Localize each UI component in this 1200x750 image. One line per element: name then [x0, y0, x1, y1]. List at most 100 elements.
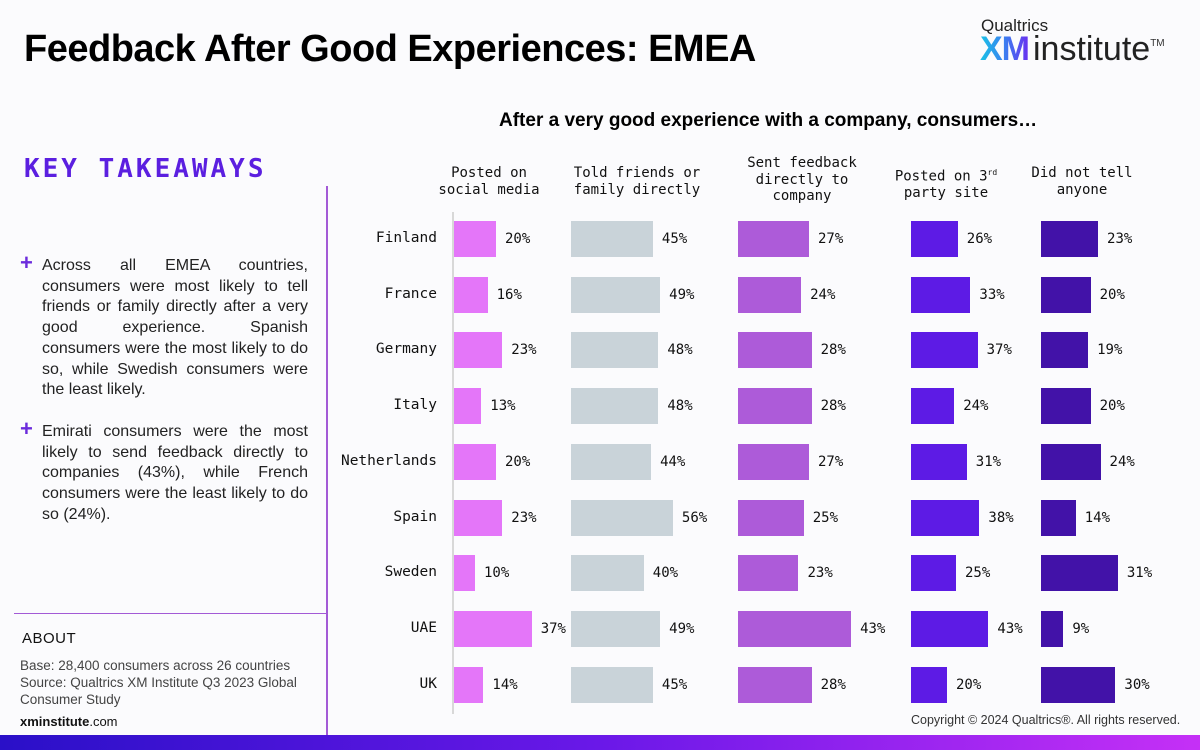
- bar: [911, 443, 967, 480]
- chart-title: After a very good experience with a comp…: [499, 110, 1038, 131]
- data-label: 25%: [812, 509, 839, 526]
- category-label: Italy: [393, 397, 437, 414]
- data-label: 20%: [505, 453, 531, 470]
- bar: [571, 666, 653, 703]
- key-takeaways-heading: KEY TAKEAWAYS: [24, 154, 267, 184]
- category-label: Spain: [393, 508, 437, 525]
- data-label: 37%: [986, 342, 1012, 359]
- plus-icon: +: [20, 416, 33, 441]
- data-label: 38%: [988, 509, 1014, 526]
- data-label: 10%: [484, 565, 510, 582]
- bar: [911, 221, 958, 257]
- data-label: 23%: [511, 342, 537, 359]
- data-label: 44%: [660, 453, 686, 470]
- data-label: 20%: [956, 676, 982, 693]
- data-label: 33%: [979, 286, 1005, 303]
- data-label: 20%: [1099, 398, 1125, 415]
- bar: [911, 499, 980, 536]
- bar: [738, 276, 802, 313]
- data-label: 37%: [540, 620, 566, 637]
- takeaway-text: Across all EMEA countries, consumers wer…: [42, 257, 308, 399]
- bar: [738, 666, 812, 703]
- bar: [454, 610, 532, 647]
- column-header: Told friends or family directly: [573, 165, 701, 198]
- bar: [454, 276, 488, 313]
- bar: [738, 221, 809, 257]
- bar: [454, 443, 496, 480]
- data-label: 16%: [496, 286, 522, 303]
- data-label: 27%: [818, 231, 844, 247]
- logo-qualtrics-text: Qualtrics: [981, 16, 1049, 35]
- chart-axis-line: [452, 212, 454, 714]
- data-label: 49%: [669, 286, 695, 303]
- data-label: 28%: [820, 398, 846, 415]
- bar: [454, 221, 496, 257]
- takeaway-item: + Emirati consumers were the most likely…: [20, 416, 308, 526]
- site-link-tld: .com: [89, 714, 118, 729]
- column-header: Did not tell anyone: [1031, 165, 1133, 198]
- data-label: 25%: [965, 565, 991, 582]
- bar: [1041, 610, 1064, 647]
- bar: [571, 610, 661, 647]
- bar: [1041, 555, 1118, 592]
- bar: [571, 499, 673, 536]
- bar: [571, 276, 661, 313]
- bar: [738, 388, 812, 425]
- horizontal-divider: [14, 613, 326, 614]
- data-label: 27%: [818, 453, 844, 470]
- data-label: 14%: [1084, 509, 1111, 526]
- data-label: 56%: [681, 509, 708, 526]
- data-label: 13%: [490, 398, 516, 415]
- bar: [911, 388, 955, 425]
- data-label: 20%: [505, 231, 531, 247]
- bar: [738, 499, 804, 536]
- data-label: 26%: [966, 231, 993, 247]
- category-label: Germany: [375, 341, 437, 358]
- copyright-text: Copyright © 2024 Qualtrics®. All rights …: [911, 713, 1181, 727]
- xm-institute-logo: Qualtrics XM instituteTM: [980, 16, 1165, 69]
- data-label: 24%: [1109, 453, 1135, 470]
- logo-tm-mark: TM: [1150, 38, 1165, 49]
- data-label: 23%: [1107, 231, 1133, 247]
- plus-icon: +: [20, 250, 33, 275]
- category-label: Finland: [375, 230, 437, 246]
- bar: [571, 221, 653, 257]
- data-label: 19%: [1097, 342, 1123, 359]
- column-header: Posted on social media: [438, 165, 540, 198]
- bar: [738, 332, 812, 369]
- bar: [1041, 666, 1116, 703]
- bar: [1041, 499, 1076, 536]
- site-link-bold: xminstitute: [20, 714, 90, 729]
- bar: [1041, 388, 1091, 425]
- logo-xm-text: XM: [980, 30, 1030, 68]
- data-label: 14%: [492, 676, 518, 693]
- bar: [454, 332, 503, 369]
- category-label: UK: [419, 675, 437, 692]
- about-heading: ABOUT: [22, 630, 77, 647]
- bar: [911, 666, 947, 703]
- data-label: 48%: [667, 342, 693, 359]
- bar: [738, 555, 799, 592]
- takeaway-text: Emirati consumers were the most likely t…: [42, 423, 308, 523]
- data-label: 43%: [997, 620, 1023, 637]
- site-link[interactable]: xminstitute.com: [20, 714, 118, 729]
- data-label: 45%: [661, 231, 688, 247]
- bar: [571, 332, 659, 369]
- data-label: 31%: [1126, 565, 1153, 582]
- vertical-divider: [326, 186, 328, 736]
- data-label: 23%: [511, 509, 537, 526]
- data-label: 23%: [807, 565, 833, 582]
- bar: [911, 276, 971, 313]
- data-label: 40%: [652, 565, 679, 582]
- data-label: 24%: [963, 398, 989, 415]
- data-label: 45%: [661, 676, 688, 693]
- about-text: Base: 28,400 consumers across 26 countri…: [20, 657, 325, 708]
- bar: [454, 555, 475, 592]
- base-note: Base: 28,400 consumers across 26 countri…: [20, 658, 291, 673]
- data-label: 9%: [1072, 620, 1090, 637]
- bar: [571, 555, 644, 592]
- data-label: 43%: [860, 620, 886, 637]
- bar: [911, 555, 956, 592]
- category-label: Sweden: [384, 564, 437, 581]
- data-label: 31%: [975, 453, 1002, 470]
